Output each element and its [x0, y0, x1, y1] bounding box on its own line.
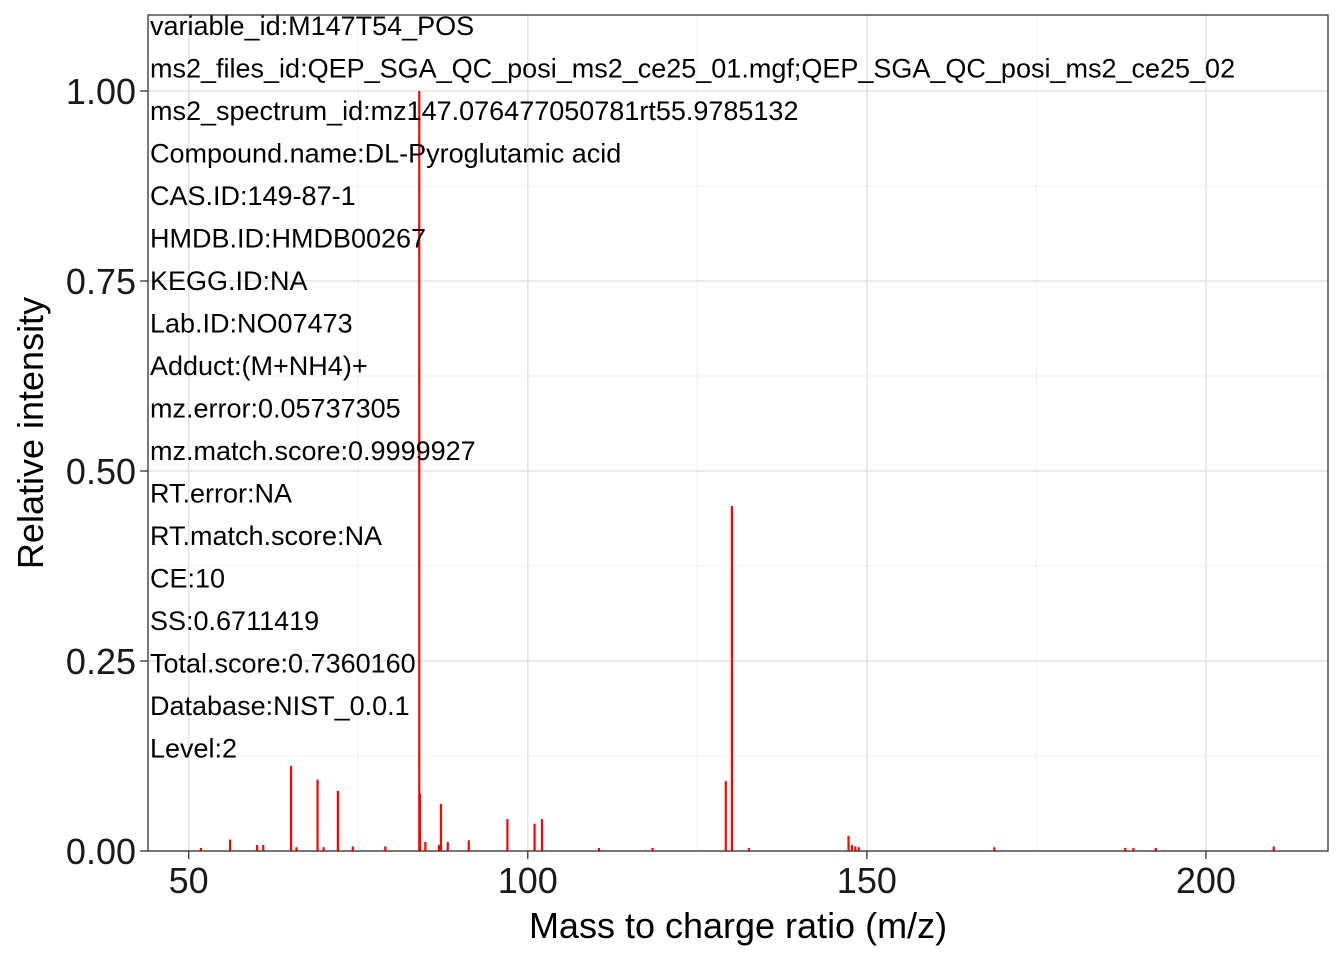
x-tick-label: 50	[169, 860, 209, 901]
y-tick-label: 0.25	[66, 641, 136, 682]
annotation-line: ms2_spectrum_id:mz147.076477050781rt55.9…	[150, 96, 798, 126]
annotation-line: HMDB.ID:HMDB00267	[150, 224, 426, 254]
annotation-line: Database:NIST_0.0.1	[150, 691, 410, 721]
annotation-line: SS:0.6711419	[150, 606, 319, 636]
match-info-annotations: variable_id:M147T54_POS ms2_files_id:QEP_…	[150, 11, 1235, 764]
x-tick-label: 200	[1176, 860, 1236, 901]
x-axis-title: Mass to charge ratio (m/z)	[529, 905, 947, 946]
plot-panel	[148, 15, 1328, 851]
y-tick-label: 0.50	[66, 451, 136, 492]
minor-gridlines	[148, 15, 1328, 851]
y-axis-title: Relative intensity	[10, 297, 51, 569]
annotation-line: RT.error:NA	[150, 479, 292, 509]
annotation-line: RT.match.score:NA	[150, 521, 382, 551]
y-tick-label: 0.00	[66, 831, 136, 872]
major-gridlines	[148, 15, 1328, 852]
annotation-line: Adduct:(M+NH4)+	[150, 351, 368, 381]
annotation-line: mz.error:0.05737305	[150, 394, 401, 424]
annotation-line: Lab.ID:NO07473	[150, 309, 353, 339]
peak-bars	[199, 91, 1275, 851]
plot-border	[147, 14, 1329, 852]
y-tick-label: 0.75	[66, 261, 136, 302]
y-tick-label: 1.00	[66, 71, 136, 112]
annotation-line: KEGG.ID:NA	[150, 266, 308, 296]
annotation-line: mz.match.score:0.9999927	[150, 436, 476, 466]
annotation-line: CAS.ID:149-87-1	[150, 181, 356, 211]
annotation-line: Compound.name:DL-Pyroglutamic acid	[150, 139, 621, 169]
x-tick-label: 100	[498, 860, 558, 901]
annotation-line: Level:2	[150, 734, 237, 764]
x-tick-label: 150	[837, 860, 897, 901]
annotation-line: ms2_files_id:QEP_SGA_QC_posi_ms2_ce25_01…	[150, 54, 1235, 84]
x-axis-ticks: 50 100 150 200	[169, 851, 1236, 901]
annotation-line: CE:10	[150, 564, 225, 594]
y-axis-ticks: 0.00 0.25 0.50 0.75 1.00	[66, 71, 148, 872]
annotation-line: variable_id:M147T54_POS	[150, 11, 474, 41]
annotation-line: Total.score:0.7360160	[150, 649, 416, 679]
